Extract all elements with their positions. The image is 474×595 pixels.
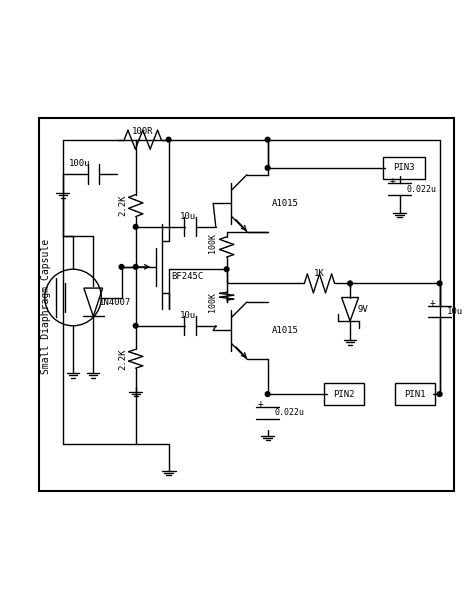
Text: PIN1: PIN1 (404, 390, 425, 399)
Circle shape (265, 392, 270, 396)
Text: 10u: 10u (447, 307, 463, 316)
Text: BF245C: BF245C (171, 272, 203, 281)
Text: 0.022u: 0.022u (407, 184, 437, 193)
Text: 1N4007: 1N4007 (99, 298, 131, 306)
Circle shape (265, 137, 270, 142)
Circle shape (119, 265, 124, 269)
Text: 100K: 100K (208, 233, 217, 253)
Circle shape (265, 165, 270, 170)
Text: Small Diaphragm Capsule: Small Diaphragm Capsule (41, 239, 51, 374)
Text: 100u: 100u (68, 159, 90, 168)
Text: A1015: A1015 (273, 326, 299, 335)
Text: +: + (258, 399, 264, 409)
Circle shape (133, 265, 138, 269)
Text: 2.2K: 2.2K (118, 348, 128, 369)
Text: 2.2K: 2.2K (118, 195, 128, 217)
Text: 0.022u: 0.022u (275, 408, 305, 418)
Text: PIN2: PIN2 (333, 390, 355, 399)
Text: 100R: 100R (132, 127, 154, 136)
Text: 100K: 100K (208, 292, 217, 312)
Text: 10u: 10u (180, 212, 196, 221)
Circle shape (166, 137, 171, 142)
Circle shape (133, 324, 138, 328)
Circle shape (438, 392, 442, 396)
Circle shape (133, 224, 138, 229)
Circle shape (224, 267, 229, 271)
Text: +: + (390, 176, 395, 186)
Text: 9V: 9V (357, 305, 368, 314)
Text: +: + (429, 298, 436, 308)
Text: 10u: 10u (180, 311, 196, 320)
Text: 1K: 1K (314, 269, 325, 278)
Text: A1015: A1015 (273, 199, 299, 208)
Circle shape (438, 281, 442, 286)
Circle shape (348, 281, 353, 286)
Text: PIN3: PIN3 (393, 164, 415, 173)
